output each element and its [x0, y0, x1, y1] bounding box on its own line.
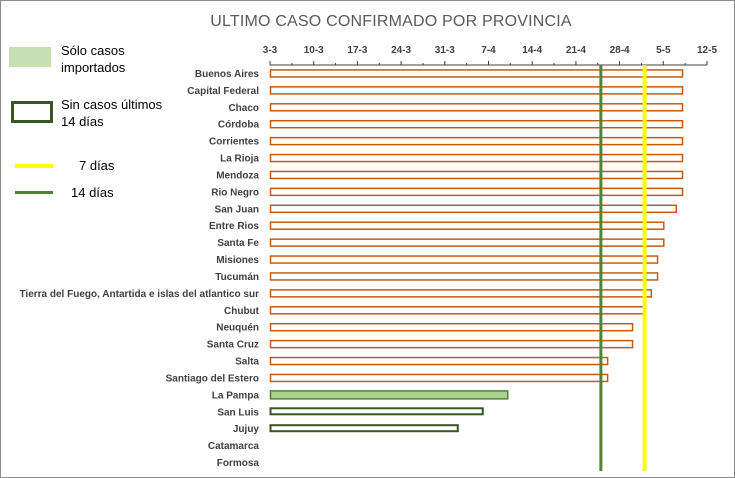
bar — [269, 373, 609, 383]
chart-title: ULTIMO CASO CONFIRMADO POR PROVINCIA — [210, 13, 572, 30]
legend-swatch-imported — [9, 47, 51, 67]
bar — [269, 238, 665, 247]
x-tick-label: 10-3 — [304, 45, 324, 56]
bar — [269, 204, 678, 214]
x-tick-label: 17-3 — [347, 45, 367, 56]
category-label: Rio Negro — [211, 187, 259, 198]
category-label: Córdoba — [218, 120, 260, 131]
category-label: Santiago del Estero — [166, 373, 259, 384]
bar-no-cases — [269, 407, 484, 416]
category-label: Tucumán — [215, 272, 259, 283]
category-label: Santa Cruz — [207, 340, 259, 351]
category-label: Entre Rios — [209, 221, 259, 232]
category-label: Neuquén — [216, 323, 259, 334]
category-label: Corrientes — [209, 137, 259, 148]
x-tick-label: 12-5 — [697, 45, 717, 56]
category-label: Chaco — [228, 103, 259, 114]
x-tick-label: 7-4 — [481, 45, 496, 56]
bar — [269, 339, 634, 349]
category-label: Buenos Aires — [195, 69, 260, 80]
legend-swatch-line-14 — [15, 191, 53, 194]
category-label: La Rioja — [220, 154, 259, 165]
bar — [269, 289, 653, 298]
bar — [269, 255, 659, 264]
x-tick-label: 3-3 — [263, 45, 278, 56]
x-tick-label: 21-4 — [566, 45, 586, 56]
x-tick-label: 24-3 — [391, 45, 411, 56]
bar — [269, 103, 684, 112]
category-label: Capital Federal — [187, 86, 259, 97]
legend-label-no-cases: Sin casos últimos 14 días — [61, 97, 163, 129]
bar — [269, 322, 634, 332]
legend-label-line-7: 7 días — [79, 158, 115, 173]
x-tick-label: 14-4 — [522, 45, 542, 56]
legend-swatch-line-7 — [15, 164, 53, 168]
legend-label-imported: Sólo casos importados — [61, 43, 126, 75]
x-tick-label: 31-3 — [435, 45, 455, 56]
category-label: La Pampa — [212, 390, 260, 401]
legend-swatch-no-cases — [11, 101, 53, 123]
category-label: San Luis — [217, 407, 259, 418]
category-label: Chubut — [224, 306, 260, 317]
category-label: Mendoza — [216, 170, 259, 181]
category-label: Salta — [235, 357, 259, 368]
x-tick-label: 28-4 — [610, 45, 630, 56]
category-label: Misiones — [216, 255, 259, 266]
bar — [269, 119, 684, 129]
category-label: Tierra del Fuego, Antartida e islas del … — [19, 289, 259, 300]
category-label: Santa Fe — [217, 238, 259, 249]
bar — [269, 136, 684, 146]
bar-no-cases — [269, 424, 459, 433]
category-label: San Juan — [215, 204, 259, 215]
bar — [269, 187, 684, 197]
bar-imported — [269, 390, 509, 400]
bar — [269, 221, 665, 230]
category-label: Jujuy — [233, 424, 260, 435]
bar — [269, 86, 684, 95]
bar — [269, 69, 684, 78]
category-label: Catamarca — [208, 441, 260, 452]
x-tick-label: 5-5 — [656, 45, 671, 56]
bar — [269, 272, 659, 281]
bar — [269, 356, 609, 366]
legend-label-line-14: 14 días — [71, 185, 114, 200]
bar — [269, 153, 684, 163]
bar — [269, 170, 684, 180]
bar — [269, 306, 646, 315]
category-label: Formosa — [217, 458, 260, 469]
